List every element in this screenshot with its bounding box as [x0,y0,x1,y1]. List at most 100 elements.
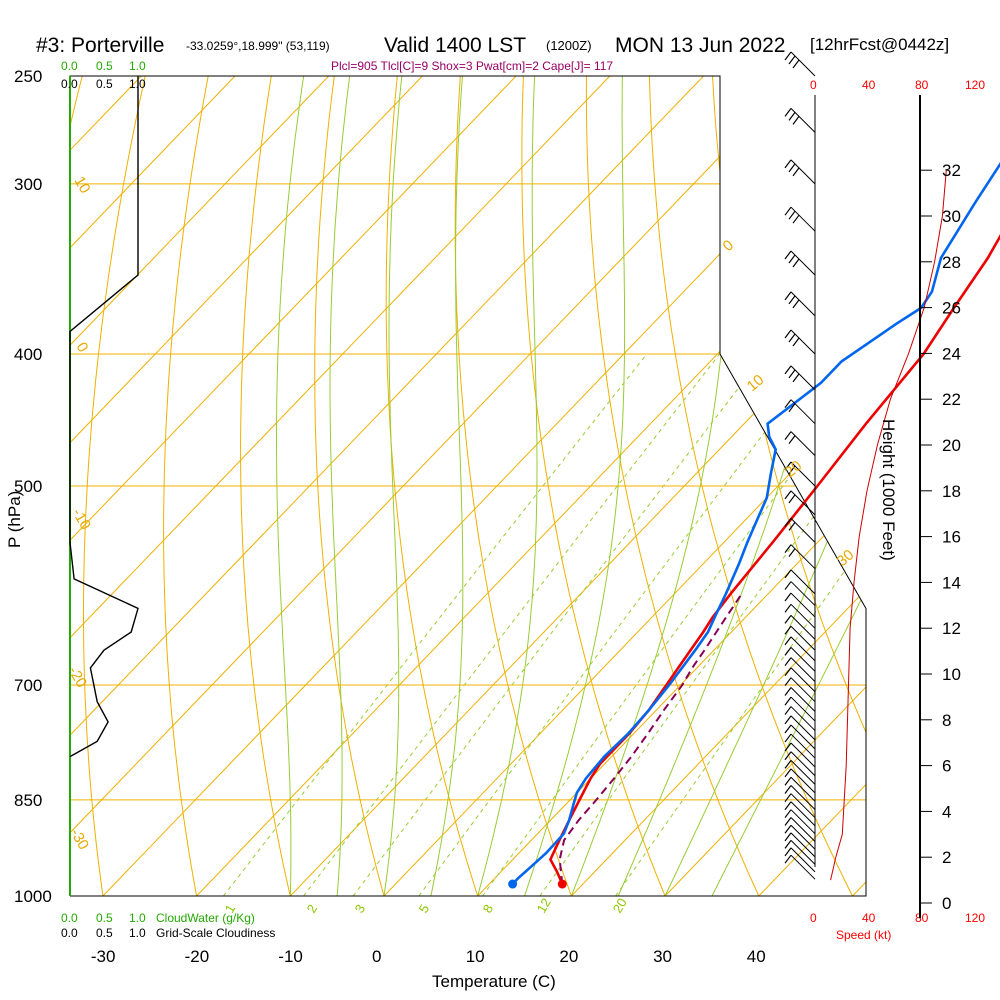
wind-barb-flag [784,724,792,734]
zulu-time: (1200Z) [546,38,592,53]
chart-grid [69,52,1000,925]
height-tick-label: 30 [942,207,961,226]
y-tick-label: 300 [14,175,42,194]
height-tick-label: 8 [942,711,951,730]
valid-date: MON 13 Jun 2022 [615,34,785,57]
dry-adiabat-line [454,76,583,896]
dry-adiabat-line [961,52,1000,925]
mixing-ratio-label: 20 [610,895,630,915]
wind-barb [790,801,816,827]
wind-barb-flag [784,646,792,656]
dry-adiabat-line [83,76,152,896]
wind-barb-flag [788,548,796,558]
height-tick-label: 26 [942,299,961,318]
mixing-ratio-line [352,353,765,896]
wind-barb [790,329,816,355]
y-tick-label: 850 [14,791,42,810]
mixing-ratio-line [482,353,866,896]
wind-barb [790,687,816,712]
isotherm-label: -20 [65,664,91,691]
x-tick-label: -30 [91,947,116,966]
wind-barb [790,776,816,802]
speed-tick-top: 40 [862,78,876,92]
mixing-ratio-label: 3 [352,902,369,916]
wind-barb-flag [784,250,792,260]
moist-adiabat-line [329,76,354,896]
height-axis-title: Height (1000 Feet) [879,419,898,561]
wind-barb-flag [784,832,792,842]
dry-adiabat-line [385,76,488,896]
wind-barb-flag [784,817,792,826]
wind-barb-flag [784,696,792,706]
wind-barb-flag [792,116,800,125]
wind-barb [790,646,816,672]
wind-barb-flag [784,801,792,811]
wind-barb-flag [784,399,792,409]
wind-barb [790,854,816,880]
x-tick-label: 0 [372,947,381,966]
wind-barb [790,625,816,651]
wind-barb [790,809,816,835]
dry-adiabat-label: 30 [834,546,858,570]
height-tick-label: 18 [942,482,961,501]
dry-adiabat-label: 0 [720,237,737,255]
dry-adiabat-line [585,76,773,896]
wind-barb [790,159,816,185]
speed-tick-bottom: 0 [810,911,817,925]
mixing-ratio-label: 2 [304,902,321,916]
y-axis-title: P (hPa) [5,491,24,548]
dry-adiabat-label: 10 [744,371,768,395]
wind-barb [790,569,816,595]
wind-barb-flag [784,657,792,666]
wind-barb-flag [784,461,792,471]
wind-barb [790,696,816,722]
wind-barb-flag [788,494,796,504]
wind-barb [790,824,816,850]
wind-barb [790,615,816,640]
dry-adiabat-line [521,76,678,896]
cloudwater-title: CloudWater (g/Kg) [156,911,255,925]
x-tick-label: -20 [185,947,210,966]
right-panel: 0040408080120120024681012141618202224262… [810,78,985,925]
wind-barb-flag [788,435,796,445]
mixing-ratio-label: 12 [534,895,554,915]
moist-adiabat-line [383,76,405,896]
dry-adiabat-line [835,76,866,896]
wind-barb [790,636,816,662]
wind-barb-flag [784,854,792,864]
forecast-tag: [12hrFcst@0442z] [810,35,949,54]
wind-barb-flag [784,759,792,769]
wind-barb [790,250,816,276]
cloudiness-tick-bottom: 0.5 [96,926,113,940]
wind-barb-flag [784,840,792,849]
wind-barb-flag [788,295,796,305]
wind-barb-flag [784,706,792,715]
wind-barb-flag [784,667,792,677]
height-tick-label: 12 [942,619,961,638]
station-coords: -33.0259°,18.999" (53,119) [186,39,330,53]
wind-barb [790,667,816,693]
height-tick-label: 28 [942,253,961,272]
dry-adiabat-line [648,76,866,896]
grid-clipped [70,52,1000,925]
height-tick-label: 6 [942,757,951,776]
wind-barb-flag [792,373,800,383]
wind-barb-flag [784,824,792,834]
wind-barb-flag [784,715,792,725]
y-tick-label: 400 [14,345,42,364]
wind-barb-flag [788,333,796,343]
sounding-series [508,162,1000,889]
wind-barb-flag [784,490,792,500]
parcel-line [558,593,743,885]
moist-adiabat-line [477,76,538,896]
wind-barb [790,108,816,133]
cloudiness-title: Grid-Scale Cloudiness [156,926,275,940]
x-tick-label: 10 [466,947,485,966]
wind-barb-flag [784,677,792,687]
wind-barb-flag [784,329,792,339]
x-tick-label: 30 [653,947,672,966]
station-title: #3: Porterville [36,34,164,57]
wind-barb-flag [784,544,792,554]
wind-barb [790,742,816,768]
surface-dewpoint-point [508,879,518,889]
